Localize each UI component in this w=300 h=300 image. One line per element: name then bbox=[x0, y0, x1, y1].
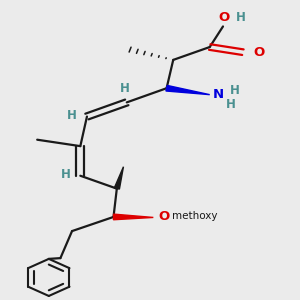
Text: H: H bbox=[61, 168, 70, 181]
Polygon shape bbox=[114, 167, 124, 189]
Text: H: H bbox=[226, 98, 236, 111]
Polygon shape bbox=[166, 85, 210, 95]
Text: H: H bbox=[236, 11, 245, 24]
Text: O: O bbox=[158, 210, 169, 223]
Text: H: H bbox=[67, 109, 77, 122]
Text: N: N bbox=[213, 88, 224, 100]
Text: O: O bbox=[254, 46, 265, 59]
Text: H: H bbox=[120, 82, 130, 95]
Text: H: H bbox=[230, 83, 240, 97]
Text: O: O bbox=[218, 11, 229, 24]
Text: methoxy: methoxy bbox=[172, 211, 217, 221]
Polygon shape bbox=[113, 214, 153, 220]
